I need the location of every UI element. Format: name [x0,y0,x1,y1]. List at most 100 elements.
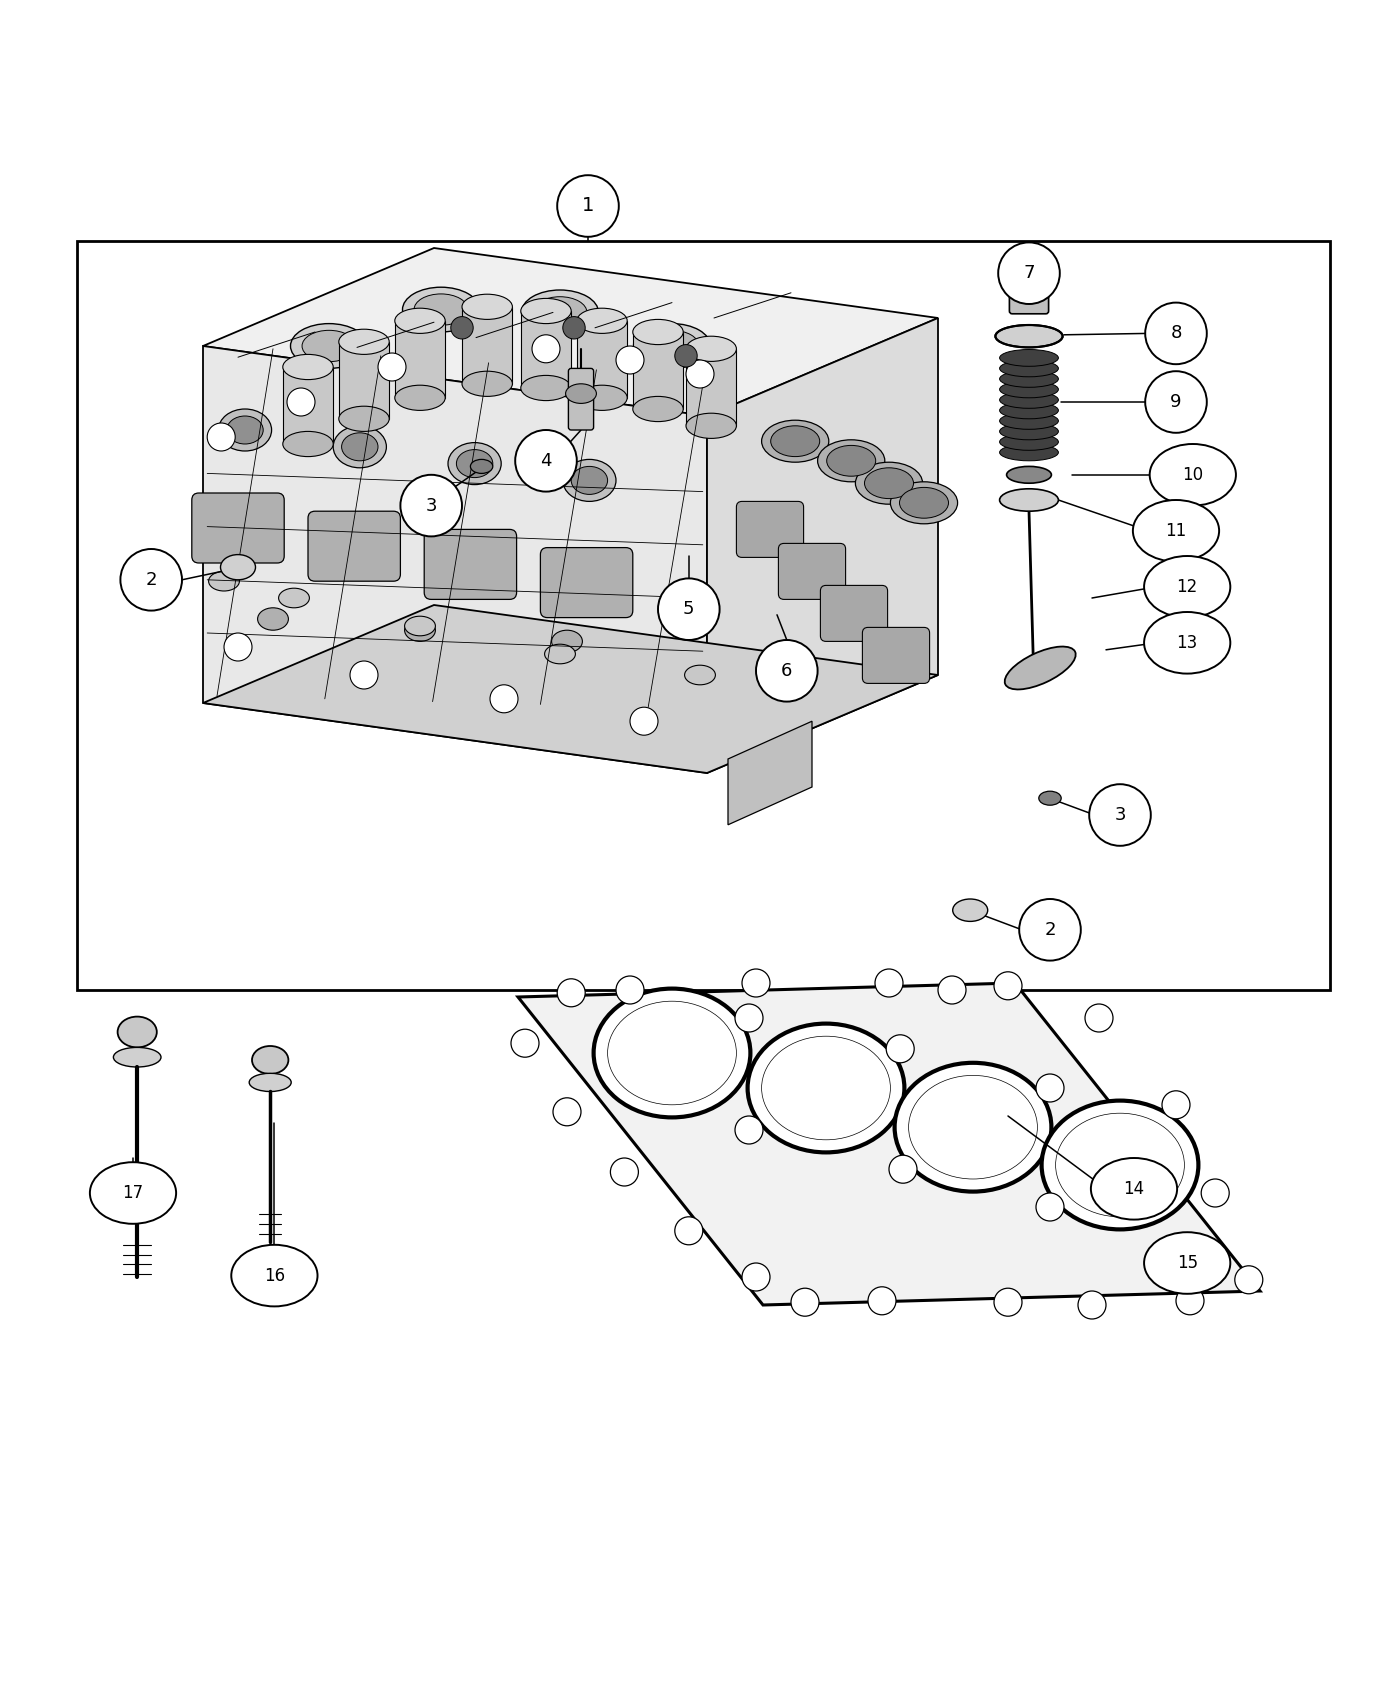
Ellipse shape [1089,784,1151,847]
Circle shape [563,316,585,338]
Ellipse shape [333,425,386,468]
Ellipse shape [218,410,272,450]
Text: 2: 2 [146,571,157,588]
Ellipse shape [818,440,885,481]
Ellipse shape [113,1047,161,1068]
Ellipse shape [1000,413,1058,430]
Ellipse shape [686,337,736,362]
FancyBboxPatch shape [736,502,804,558]
Polygon shape [728,721,812,824]
Circle shape [532,335,560,362]
Ellipse shape [302,330,356,362]
Ellipse shape [462,371,512,396]
Polygon shape [283,367,333,444]
Text: 2: 2 [1044,921,1056,938]
Ellipse shape [633,320,683,345]
FancyBboxPatch shape [308,512,400,581]
Polygon shape [203,605,938,774]
Ellipse shape [118,1017,157,1047]
Circle shape [994,1289,1022,1316]
Ellipse shape [952,899,987,921]
Ellipse shape [1000,371,1058,388]
Text: 7: 7 [1023,264,1035,282]
Polygon shape [521,311,571,388]
Ellipse shape [685,665,715,685]
Ellipse shape [462,294,512,320]
Text: 5: 5 [683,600,694,619]
Ellipse shape [342,434,378,461]
Circle shape [610,1158,638,1187]
Ellipse shape [209,571,239,592]
Ellipse shape [1000,381,1058,398]
Ellipse shape [1000,423,1058,440]
Circle shape [1078,1290,1106,1319]
Ellipse shape [1133,500,1219,561]
Circle shape [1036,1074,1064,1102]
Ellipse shape [1007,466,1051,483]
Ellipse shape [400,474,462,537]
Ellipse shape [762,420,829,462]
Ellipse shape [249,1073,291,1091]
Ellipse shape [1145,303,1207,364]
FancyBboxPatch shape [540,547,633,617]
Circle shape [616,976,644,1005]
Text: 8: 8 [1170,325,1182,342]
Ellipse shape [291,323,367,369]
Ellipse shape [1000,401,1058,418]
Circle shape [490,685,518,712]
Ellipse shape [633,396,683,422]
Circle shape [1162,1091,1190,1119]
Circle shape [553,1098,581,1125]
Ellipse shape [1005,646,1075,690]
Ellipse shape [403,287,479,332]
FancyBboxPatch shape [192,493,284,563]
Ellipse shape [762,1037,890,1139]
Text: 17: 17 [122,1183,144,1202]
Ellipse shape [998,243,1060,304]
Ellipse shape [890,481,958,524]
Ellipse shape [566,384,596,403]
Ellipse shape [395,386,445,410]
Ellipse shape [120,549,182,610]
FancyBboxPatch shape [424,529,517,600]
Ellipse shape [414,294,468,325]
Circle shape [287,388,315,416]
Circle shape [224,632,252,661]
Ellipse shape [645,330,699,362]
Ellipse shape [1144,612,1231,673]
Ellipse shape [855,462,923,505]
Ellipse shape [448,442,501,484]
Ellipse shape [456,449,493,478]
Ellipse shape [515,430,577,491]
FancyBboxPatch shape [568,369,594,430]
Ellipse shape [1149,444,1236,505]
Circle shape [994,972,1022,1000]
Circle shape [886,1035,914,1062]
Circle shape [1235,1266,1263,1294]
Ellipse shape [1042,1100,1198,1229]
Circle shape [875,969,903,996]
Ellipse shape [1000,444,1058,461]
FancyBboxPatch shape [862,627,930,683]
Ellipse shape [545,644,575,663]
Text: 3: 3 [1114,806,1126,824]
Polygon shape [203,347,707,774]
FancyBboxPatch shape [820,585,888,641]
Ellipse shape [608,1001,736,1105]
Ellipse shape [227,416,263,444]
Circle shape [1201,1180,1229,1207]
Ellipse shape [1000,434,1058,450]
Circle shape [350,661,378,689]
Text: 16: 16 [263,1266,286,1285]
Polygon shape [203,248,938,416]
Text: 11: 11 [1165,522,1187,541]
Ellipse shape [283,354,333,379]
Ellipse shape [756,639,818,702]
Circle shape [451,316,473,338]
Ellipse shape [686,413,736,439]
Ellipse shape [283,432,333,457]
Bar [77,241,1330,989]
Circle shape [868,1287,896,1314]
Ellipse shape [770,425,819,457]
FancyBboxPatch shape [1009,280,1049,314]
